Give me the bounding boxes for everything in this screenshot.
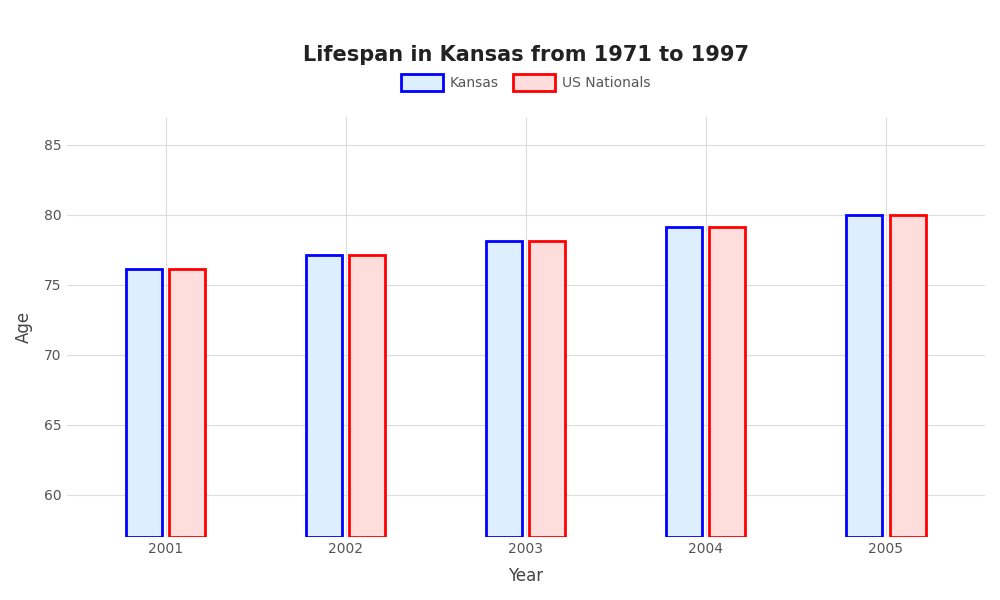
Bar (709, 227, 745, 537)
Bar (666, 227, 702, 537)
X-axis label: Year: Year (508, 567, 543, 585)
Title: Lifespan in Kansas from 1971 to 1997: Lifespan in Kansas from 1971 to 1997 (303, 45, 749, 65)
Bar (846, 215, 882, 537)
Bar (126, 269, 162, 537)
Y-axis label: Age: Age (15, 311, 33, 343)
Bar (349, 256, 385, 537)
Bar (890, 215, 926, 537)
Bar (486, 241, 522, 537)
Bar (529, 241, 565, 537)
Bar (306, 256, 342, 537)
Bar (169, 269, 205, 537)
Legend: Kansas, US Nationals: Kansas, US Nationals (396, 69, 656, 97)
